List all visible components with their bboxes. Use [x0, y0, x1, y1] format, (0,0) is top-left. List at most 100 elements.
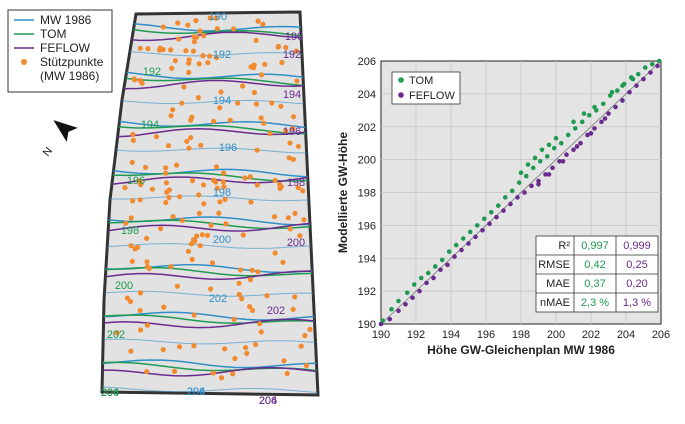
- y-axis-label: Modellierte GW-Höhe: [336, 132, 350, 253]
- chart-legend: TOM FEFLOW: [391, 71, 461, 105]
- data-point-feflow: [536, 181, 541, 187]
- data-point-feflow: [655, 63, 660, 69]
- support-point: [191, 237, 197, 243]
- data-point-tom: [656, 58, 662, 64]
- support-point: [290, 306, 296, 312]
- support-point: [185, 22, 191, 28]
- support-point: [189, 256, 195, 262]
- support-point: [253, 341, 259, 348]
- contour-label: 202: [267, 305, 285, 317]
- data-point-tom: [614, 88, 620, 93]
- support-point: [262, 61, 268, 67]
- support-point: [242, 175, 248, 181]
- support-point: [307, 326, 313, 332]
- support-point: [188, 117, 194, 123]
- contour-feflow: [102, 127, 318, 138]
- support-point: [171, 368, 178, 374]
- support-point: [285, 215, 291, 221]
- support-point: [163, 180, 170, 186]
- stats-value-tom: 0,997: [581, 240, 609, 252]
- x-tick-label: 204: [617, 329, 635, 341]
- identity-line: [380, 60, 662, 325]
- data-point-tom: [553, 135, 559, 141]
- north-label: N: [41, 145, 55, 159]
- contour-label: 198: [213, 187, 231, 199]
- support-point: [211, 118, 217, 124]
- data-point-feflow: [606, 111, 611, 116]
- support-point: [194, 233, 200, 239]
- support-point: [184, 138, 190, 144]
- support-point: [158, 226, 164, 232]
- contour-label: 196: [283, 126, 301, 138]
- support-point: [145, 46, 151, 52]
- support-point: [208, 286, 214, 292]
- data-point-feflow: [396, 308, 401, 314]
- y-tick-label: 190: [358, 319, 376, 331]
- contour-mw1986-minor: [102, 290, 318, 297]
- support-point: [247, 304, 253, 310]
- data-point-tom: [404, 290, 410, 296]
- data-point-feflow: [378, 321, 384, 327]
- support-point: [186, 69, 192, 75]
- contour-label: 198: [287, 177, 305, 189]
- support-point: [200, 53, 206, 59]
- support-point: [149, 186, 155, 192]
- stats-row-label: MAE: [546, 278, 570, 290]
- contour-feflow: [102, 270, 318, 281]
- stats-row-label: nMAE: [540, 297, 570, 309]
- contour-label: 196: [127, 175, 145, 187]
- data-point-feflow: [578, 140, 583, 146]
- support-point: [204, 232, 211, 238]
- support-point: [127, 298, 134, 304]
- support-point: [193, 18, 199, 24]
- contour-mw1986-minor: [102, 195, 318, 202]
- data-point-tom: [642, 65, 648, 70]
- data-point-feflow: [431, 275, 436, 281]
- support-point: [218, 89, 224, 95]
- data-point-tom: [411, 282, 417, 287]
- support-point: [240, 83, 246, 89]
- data-point-feflow: [648, 70, 653, 75]
- contour-label: 198: [121, 225, 139, 237]
- data-point-feflow: [627, 89, 632, 95]
- support-point: [170, 214, 176, 220]
- support-point: [163, 170, 169, 176]
- support-point: [144, 259, 150, 265]
- data-point-feflow: [501, 208, 506, 213]
- support-point: [172, 58, 178, 64]
- x-tick-label: 206: [652, 329, 670, 341]
- y-tick-label: 204: [358, 89, 376, 101]
- support-point: [160, 347, 166, 353]
- support-point: [272, 177, 278, 183]
- support-point: [174, 162, 180, 168]
- support-point: [176, 194, 183, 200]
- data-point-feflow: [424, 280, 429, 286]
- support-point: [249, 307, 256, 313]
- support-point: [122, 185, 128, 191]
- legend-marker-feflow: [398, 92, 404, 98]
- support-point: [128, 243, 134, 249]
- support-point: [195, 95, 201, 101]
- support-points: [114, 15, 313, 381]
- support-point: [254, 147, 260, 153]
- support-point: [186, 145, 192, 151]
- support-point: [169, 65, 175, 71]
- legend-marker-tom: [398, 77, 404, 83]
- support-point: [211, 177, 217, 183]
- data-point-feflow: [387, 316, 393, 322]
- support-point: [258, 329, 264, 335]
- map-panel: 190 190 192 192 192 194 194 194 196 196 196 198 198 1…: [7, 9, 320, 407]
- support-point: [129, 159, 135, 165]
- data-points: [378, 58, 662, 327]
- contour-mw1986: [102, 166, 318, 178]
- support-point: [179, 100, 185, 106]
- data-point-tom: [488, 209, 494, 215]
- support-point: [271, 214, 278, 220]
- data-point-tom: [439, 257, 445, 263]
- legend-label: MW 1986: [40, 13, 92, 27]
- x-axis-label: Höhe GW-Gleichenplan MW 1986: [427, 343, 615, 357]
- data-point-tom: [396, 298, 401, 304]
- stats-value-feflow: 0,20: [626, 278, 647, 290]
- support-point: [137, 307, 143, 314]
